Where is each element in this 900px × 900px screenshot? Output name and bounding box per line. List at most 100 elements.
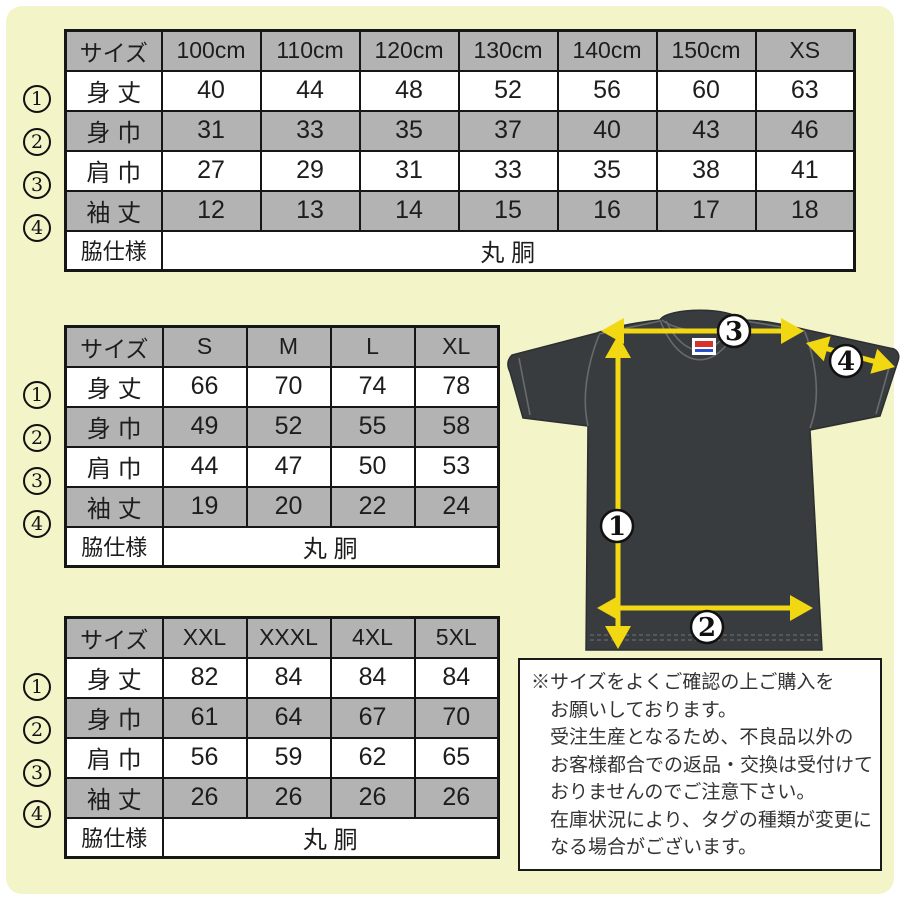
size-column-header: 100cm xyxy=(160,29,262,72)
value-cell: 33 xyxy=(457,149,559,192)
note-line: 受注生産となるため、不良品以外の xyxy=(550,727,854,748)
size-column-header: XS xyxy=(754,29,856,72)
marker-2-adult: 2 xyxy=(23,424,51,452)
value-cell: 84 xyxy=(413,656,500,699)
value-cell: 70 xyxy=(245,365,332,408)
value-cell: 84 xyxy=(329,656,416,699)
size-column-header: 5XL xyxy=(413,616,500,659)
value-cell: 58 xyxy=(413,405,500,448)
value-cell: 50 xyxy=(329,445,416,488)
value-cell: 16 xyxy=(556,189,658,232)
size-table-adult: サイズ S M L XL 身 丈 66 70 74 78 身 巾 49 52 55 58 肩 巾 44 47 50 5… xyxy=(64,325,500,568)
value-cell: 43 xyxy=(655,109,757,152)
value-cell: 20 xyxy=(245,485,332,528)
value-cell: 44 xyxy=(259,69,361,112)
value-cell: 26 xyxy=(413,776,500,819)
row-label: 袖 丈 xyxy=(64,776,164,819)
value-cell: 35 xyxy=(358,109,460,152)
value-cell: 35 xyxy=(556,149,658,192)
size-column-header: M xyxy=(245,325,332,368)
value-cell: 44 xyxy=(161,445,248,488)
size-header-label: サイズ xyxy=(64,325,164,368)
marker-3-kids: 3 xyxy=(23,171,51,199)
value-cell: 56 xyxy=(161,736,248,779)
size-column-header: XL xyxy=(413,325,500,368)
size-column-header: 130cm xyxy=(457,29,559,72)
value-cell: 47 xyxy=(245,445,332,488)
value-cell: 52 xyxy=(245,405,332,448)
size-header-label: サイズ xyxy=(64,616,164,659)
row-label: 身 巾 xyxy=(64,405,164,448)
size-table-plus: サイズ XXL XXXL 4XL 5XL 身 丈 82 84 84 84 身 巾 61 64 67 70 肩 … xyxy=(64,616,500,859)
value-cell: 12 xyxy=(160,189,262,232)
svg-text:2: 2 xyxy=(698,613,716,643)
footer-value: 丸 胴 xyxy=(161,525,500,568)
arrow-body-width xyxy=(597,595,813,621)
marker-2-kids: 2 xyxy=(23,128,51,156)
value-cell: 84 xyxy=(245,656,332,699)
value-cell: 61 xyxy=(161,696,248,739)
value-cell: 26 xyxy=(245,776,332,819)
row-label: 身 丈 xyxy=(64,656,164,699)
value-cell: 46 xyxy=(754,109,856,152)
shirt-marker-4: 4 xyxy=(828,343,864,379)
size-column-header: XXXL xyxy=(245,616,332,659)
value-cell: 17 xyxy=(655,189,757,232)
marker-1-adult: 1 xyxy=(23,381,51,409)
marker-3-plus: 3 xyxy=(23,759,51,787)
marker-3-adult: 3 xyxy=(23,467,51,495)
size-column-header: S xyxy=(161,325,248,368)
value-cell: 15 xyxy=(457,189,559,232)
marker-1-plus: 1 xyxy=(23,673,51,701)
value-cell: 49 xyxy=(161,405,248,448)
row-label: 肩 巾 xyxy=(64,149,163,192)
value-cell: 64 xyxy=(245,696,332,739)
note-line: お願いしております。 xyxy=(550,699,737,721)
value-cell: 62 xyxy=(329,736,416,779)
value-cell: 31 xyxy=(358,149,460,192)
value-cell: 59 xyxy=(245,736,332,779)
value-cell: 66 xyxy=(161,365,248,408)
value-cell: 18 xyxy=(754,189,856,232)
value-cell: 63 xyxy=(754,69,856,112)
row-label: 身 丈 xyxy=(64,69,163,112)
value-cell: 14 xyxy=(358,189,460,232)
value-cell: 48 xyxy=(358,69,460,112)
marker-1-kids: 1 xyxy=(23,85,51,113)
value-cell: 56 xyxy=(556,69,658,112)
note-line: おりませんのでご注意下さい。 xyxy=(550,782,816,803)
marker-4-adult: 4 xyxy=(23,510,51,538)
row-label: 身 丈 xyxy=(64,365,164,408)
value-cell: 33 xyxy=(259,109,361,152)
note-line: なる場合がございます。 xyxy=(550,837,758,858)
footer-value: 丸 胴 xyxy=(160,229,856,272)
value-cell: 41 xyxy=(754,149,856,192)
shirt-marker-3: 3 xyxy=(716,313,752,349)
value-cell: 27 xyxy=(160,149,262,192)
shirt-marker-2: 2 xyxy=(689,609,725,645)
value-cell: 40 xyxy=(556,109,658,152)
neck-tag xyxy=(692,338,716,355)
row-label: 袖 丈 xyxy=(64,485,164,528)
arrow-body-length xyxy=(605,335,631,649)
size-column-header: 140cm xyxy=(556,29,658,72)
row-label: 身 巾 xyxy=(64,109,163,152)
row-label: 肩 巾 xyxy=(64,736,164,779)
note-line: お客様都合での返品・交換は受付けて xyxy=(550,754,874,776)
value-cell: 53 xyxy=(413,445,500,488)
footer-value: 丸 胴 xyxy=(161,816,500,859)
size-column-header: 150cm xyxy=(655,29,757,72)
value-cell: 52 xyxy=(457,69,559,112)
value-cell: 38 xyxy=(655,149,757,192)
value-cell: 24 xyxy=(413,485,500,528)
value-cell: 19 xyxy=(161,485,248,528)
value-cell: 65 xyxy=(413,736,500,779)
size-column-header: 120cm xyxy=(358,29,460,72)
row-label: 肩 巾 xyxy=(64,445,164,488)
value-cell: 26 xyxy=(161,776,248,819)
value-cell: 55 xyxy=(329,405,416,448)
value-cell: 60 xyxy=(655,69,757,112)
size-column-header: 110cm xyxy=(259,29,361,72)
marker-4-kids: 4 xyxy=(23,214,51,242)
